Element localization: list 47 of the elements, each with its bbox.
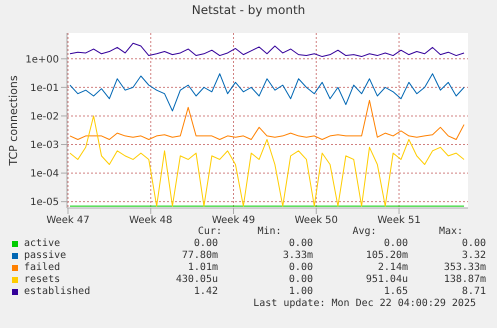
text: 0.00 [288,238,314,250]
legend-label: resets [23,274,62,286]
y-tick-label: 1e-02 [30,111,59,122]
text: 105.20m [364,250,409,262]
text: Last update: Mon Dec 22 04:00:29 2025 [252,298,477,310]
text: 77.80m [180,250,219,262]
line-series [69,42,465,58]
text: 8.71 [460,286,487,298]
legend-label: active [23,238,62,250]
text: Cur: [196,226,222,238]
legend-label: established [23,286,92,298]
y-tick-label: 1e-03 [30,140,59,152]
y-tick-label: 1e-04 [30,168,59,180]
line-series [69,73,465,112]
x-tick-label: Week 49 [212,215,256,226]
line-series [69,115,465,207]
text: 430.05u [174,274,219,286]
text: 0.00 [288,262,314,274]
text: 2.14m [376,262,409,274]
text: 951.04u [364,274,409,286]
line-series [69,100,465,140]
text: 138.87m [442,274,487,286]
x-tick-label: Week 51 [377,215,421,226]
text: 1.00 [288,286,314,298]
x-tick-label: Week 47 [46,215,90,226]
text: 0.00 [460,238,487,250]
text: 0.00 [288,274,314,286]
text: 1.42 [192,286,219,298]
legend-label: failed [23,262,62,274]
text: 3.32 [460,250,487,262]
text: Min: [256,226,283,238]
legend-label: passive [23,250,68,262]
text: 0.00 [382,238,409,250]
y-axis-title: TCP connections [6,75,20,167]
y-tick-label: 1e-05 [30,197,59,208]
text: 0.00 [192,238,219,250]
y-tick-label: 1e+00 [25,54,59,66]
text: Avg: [351,226,378,238]
x-tick-label: Week 48 [129,215,172,226]
text: 1.65 [382,286,409,298]
y-tick-label: 1e-01 [30,82,59,94]
text: Max: [438,226,464,238]
chart-title: Netstat - by month [190,3,306,17]
text: 353.33m [442,262,487,274]
x-tick-label: Week 50 [294,215,338,226]
text: 3.33m [282,250,314,262]
text: 1.01m [186,262,219,274]
